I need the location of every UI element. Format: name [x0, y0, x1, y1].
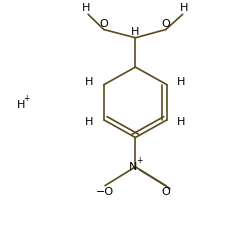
Text: H: H	[82, 3, 90, 13]
Text: +: +	[136, 156, 142, 166]
Text: O: O	[161, 187, 169, 197]
Text: H: H	[85, 117, 93, 127]
Text: +: +	[23, 94, 29, 103]
Text: H: H	[17, 100, 25, 110]
Text: O: O	[99, 19, 108, 29]
Text: N: N	[128, 162, 137, 172]
Text: H: H	[180, 3, 188, 13]
Text: −O: −O	[96, 187, 114, 197]
Text: O: O	[161, 19, 169, 29]
Text: H: H	[85, 77, 93, 87]
Text: H: H	[176, 77, 185, 87]
Text: H: H	[176, 117, 185, 127]
Text: H: H	[131, 27, 139, 37]
